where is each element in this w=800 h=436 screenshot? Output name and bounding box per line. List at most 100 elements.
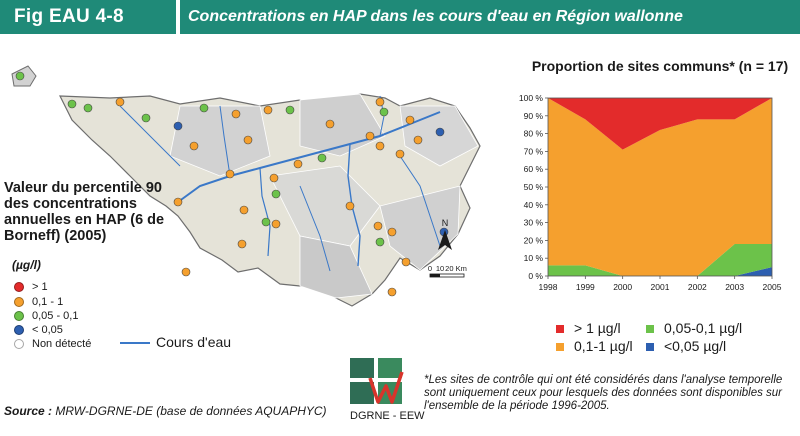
site-marker — [199, 103, 209, 113]
legend-label: 0,05 - 0,1 — [32, 310, 79, 322]
site-marker — [181, 267, 191, 277]
footnote: *Les sites de contrôle qui ont été consi… — [424, 374, 783, 412]
chart-legend-swatch — [556, 343, 564, 352]
site-marker — [15, 71, 25, 81]
river — [259, 167, 271, 257]
site-marker — [387, 227, 397, 237]
y-tick-label: 0 % — [528, 271, 543, 281]
site-marker — [395, 149, 405, 159]
site-marker — [173, 197, 183, 207]
legend-item: 0,1 - 1 — [14, 295, 63, 309]
site-marker — [285, 105, 295, 115]
legend-swatch — [14, 297, 24, 308]
y-tick-label: 10 % — [524, 253, 544, 263]
chart-legend-label: 0,05-0,1 µg/l — [664, 320, 743, 336]
area-series-2 — [548, 98, 772, 276]
x-tick-label: 1999 — [576, 282, 595, 292]
scale-label-20: 20 Km — [445, 264, 467, 273]
site-marker — [141, 113, 151, 123]
site-marker — [435, 127, 445, 137]
site-markers — [15, 71, 449, 297]
chart-legend-swatch — [646, 343, 654, 352]
legend-label: Non détecté — [32, 338, 92, 350]
source-label: Source : — [4, 404, 53, 418]
area-series-0 — [548, 267, 772, 276]
site-marker — [413, 135, 423, 145]
north-label: N — [442, 218, 449, 228]
site-marker — [83, 103, 93, 113]
x-tick-label: 2001 — [651, 282, 670, 292]
legend-item: > 1 — [14, 280, 48, 294]
scale-label-10: 10 — [436, 264, 444, 273]
figure-title: Concentrations en HAP dans les cours d'e… — [180, 0, 800, 34]
river-legend: Cours d'eau — [120, 334, 231, 350]
x-tick-label: 2003 — [725, 282, 744, 292]
site-marker — [401, 257, 411, 267]
main-river — [177, 111, 441, 203]
basin-shade — [169, 105, 271, 177]
chart-legend-label: > 1 µg/l — [574, 320, 621, 336]
river — [219, 105, 231, 177]
site-marker — [189, 141, 199, 151]
north-arrow: N — [438, 218, 452, 250]
y-tick-label: 20 % — [524, 235, 544, 245]
x-tick-label: 2002 — [688, 282, 707, 292]
figure-tag: Fig EAU 4-8 — [0, 0, 176, 34]
basin-shade — [379, 185, 461, 271]
y-tick-label: 100 % — [519, 93, 544, 103]
dgrne-logo — [350, 358, 404, 404]
site-marker — [317, 153, 327, 163]
site-marker — [239, 205, 249, 215]
x-tick-label: 2005 — [763, 282, 782, 292]
wallonia-map: N 0 10 20 Km — [11, 65, 481, 307]
y-tick-label: 70 % — [524, 146, 544, 156]
chart-legend-label: 0,1-1 µg/l — [574, 338, 633, 354]
y-tick-label: 80 % — [524, 129, 544, 139]
river-legend-line — [120, 342, 150, 345]
site-marker — [271, 219, 281, 229]
river — [299, 185, 331, 272]
river — [119, 105, 181, 167]
source-line: Source : MRW-DGRNE-DE (base de données A… — [4, 404, 327, 418]
scale-label-0: 0 — [428, 264, 432, 273]
x-tick-label: 2000 — [613, 282, 632, 292]
legend-swatch — [14, 325, 24, 336]
legend-swatch — [14, 282, 24, 293]
chart-legend-item: > 1 µg/l — [556, 320, 621, 336]
site-marker — [405, 115, 415, 125]
y-tick-label: 60 % — [524, 164, 544, 174]
site-marker — [379, 107, 389, 117]
site-marker — [243, 135, 253, 145]
legend-swatch — [14, 311, 24, 322]
site-marker — [261, 217, 271, 227]
site-marker — [225, 169, 235, 179]
site-marker — [375, 237, 385, 247]
site-marker — [345, 201, 355, 211]
source-text: MRW-DGRNE-DE (base de données AQUAPHYC) — [55, 404, 327, 418]
legend-label: > 1 — [32, 281, 48, 293]
area-series-3 — [548, 98, 772, 150]
site-marker — [271, 189, 281, 199]
x-tick-label: 1998 — [539, 282, 558, 292]
site-marker — [387, 287, 397, 297]
y-tick-label: 90 % — [524, 111, 544, 121]
chart-title: Proportion de sites communs* (n = 17) — [531, 58, 789, 74]
map-title: Valeur du percentile 90 des concentratio… — [4, 180, 165, 244]
logo-text: DGRNE - EEW — [350, 410, 425, 422]
site-marker — [373, 221, 383, 231]
site-marker — [67, 99, 77, 109]
site-marker — [375, 97, 385, 107]
area-series-1 — [548, 243, 772, 276]
river-legend-label: Cours d'eau — [156, 334, 232, 350]
chart-legend-swatch — [556, 325, 564, 334]
basin-shade — [269, 165, 381, 247]
y-tick-label: 40 % — [524, 200, 544, 210]
legend-label: < 0,05 — [32, 324, 63, 336]
site-marker — [293, 159, 303, 169]
legend-unit: (µg/l) — [12, 258, 41, 272]
chart-legend-swatch — [646, 325, 654, 334]
scale-bar: 0 10 20 Km — [428, 264, 467, 278]
area-chart: 0 % 10 % 20 % 30 % 40 % 50 % 60 % 70 % 80 % 90 % 1… — [519, 93, 782, 292]
site-marker — [231, 109, 241, 119]
legend-item: < 0,05 — [14, 323, 63, 337]
